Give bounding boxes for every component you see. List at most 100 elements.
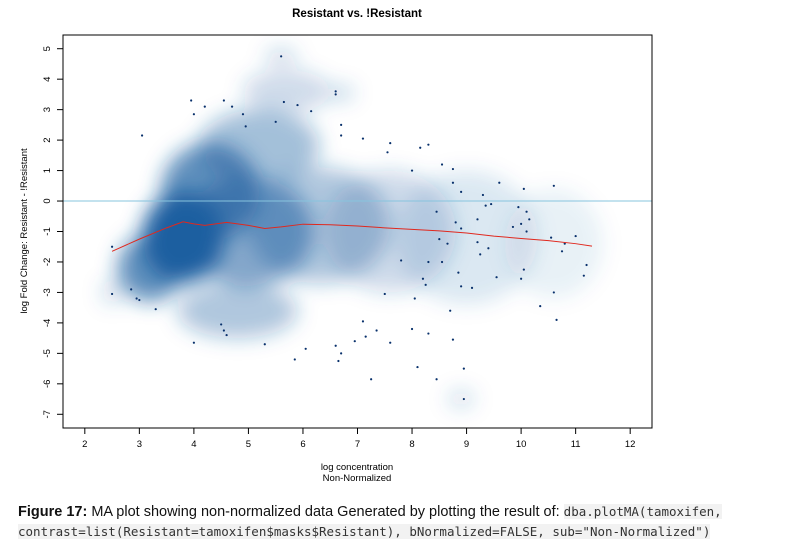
data-point (296, 103, 299, 107)
x-tick-label: 12 (625, 439, 636, 450)
data-point (375, 329, 378, 332)
data-point (190, 99, 193, 102)
data-point (457, 271, 460, 274)
data-point (203, 105, 206, 108)
data-point (435, 378, 438, 381)
x-tick-label: 7 (355, 439, 360, 450)
data-point (424, 283, 427, 286)
y-tick-label: 2 (42, 137, 53, 142)
data-point (110, 292, 114, 296)
data-point (539, 305, 542, 308)
data-point (410, 327, 414, 331)
loess-fit-line (111, 221, 593, 252)
data-point (462, 367, 465, 370)
figure-caption: Figure 17: MA plot showing non-normalize… (18, 502, 802, 542)
data-point (481, 193, 485, 197)
x-tick-label: 9 (464, 439, 469, 450)
data-point (389, 142, 392, 145)
data-point (552, 291, 555, 294)
x-tick-label: 10 (516, 439, 527, 450)
data-point (528, 218, 531, 221)
x-tick-label: 11 (571, 439, 581, 450)
data-point (460, 227, 463, 230)
chart-subtitle: Non-Normalized (323, 473, 392, 484)
data-point (135, 297, 138, 300)
data-point (130, 288, 133, 291)
data-point (383, 292, 386, 296)
y-tick-label: 4 (42, 77, 53, 82)
data-point (555, 318, 558, 321)
y-tick-label: -7 (42, 410, 53, 418)
data-point (517, 206, 520, 209)
data-point (192, 341, 195, 344)
data-point (353, 340, 356, 343)
data-point (138, 298, 141, 302)
ma-plot-chart: Resistant vs. !Resistant 2 3 4 5 6 7 8 9 10 11 12 … (19, 8, 653, 484)
density-blob (242, 70, 331, 113)
data-point (110, 245, 114, 248)
data-point (225, 333, 228, 337)
y-tick-label: -2 (42, 258, 53, 266)
x-tick-label: 6 (300, 439, 305, 450)
density-blob (504, 188, 603, 299)
data-point (498, 181, 501, 184)
density-blob (101, 280, 123, 305)
y-tick-label: -5 (42, 349, 53, 357)
data-point (334, 93, 337, 96)
y-axis-label: log Fold Change: Resistant - !Resistant (19, 148, 30, 314)
data-point (550, 236, 553, 239)
density-blob (199, 109, 320, 183)
data-point (304, 347, 307, 350)
data-point (454, 221, 457, 224)
data-point (490, 202, 493, 206)
points-layer (110, 55, 588, 401)
data-point (427, 260, 430, 264)
y-tick-label: 0 (42, 198, 53, 203)
y-tick-label: -6 (42, 380, 53, 388)
data-point (361, 320, 365, 323)
data-point (563, 242, 566, 245)
data-point (361, 137, 365, 140)
data-point (421, 277, 425, 280)
data-point (446, 242, 449, 245)
density-blob (447, 389, 475, 409)
data-point (520, 222, 523, 225)
data-point (470, 286, 474, 289)
y-tick-label: -3 (42, 288, 53, 296)
data-point (263, 343, 266, 346)
data-point (460, 285, 463, 288)
data-point (370, 378, 373, 381)
data-point (487, 247, 490, 250)
data-point (440, 260, 444, 264)
density-cloud (101, 48, 603, 409)
data-point (222, 329, 225, 332)
data-point (449, 309, 452, 312)
data-point (495, 276, 498, 279)
data-point (154, 308, 157, 311)
data-point (280, 55, 283, 58)
density-blob (177, 283, 298, 339)
y-tick-label: -4 (42, 319, 53, 327)
data-point (479, 253, 482, 256)
x-tick-label: 5 (246, 439, 251, 450)
data-point (460, 190, 463, 193)
data-point (241, 113, 245, 116)
y-axis: 5 4 3 2 1 0 -1 -2 -3 -4 -5 -6 -7 (42, 46, 64, 419)
data-point (585, 263, 588, 267)
data-point (560, 250, 564, 253)
data-point (222, 99, 225, 102)
data-point (511, 225, 515, 229)
y-tick-label: 5 (42, 46, 53, 51)
data-point (274, 120, 277, 123)
y-tick-label: 3 (42, 107, 53, 112)
data-point (440, 163, 444, 166)
data-point (389, 341, 392, 344)
data-point (476, 241, 479, 244)
data-point (293, 358, 296, 361)
data-point (427, 332, 430, 335)
data-point (337, 359, 340, 363)
data-point (230, 105, 234, 108)
data-point (438, 238, 441, 241)
data-point (525, 210, 528, 213)
data-point (522, 187, 525, 190)
